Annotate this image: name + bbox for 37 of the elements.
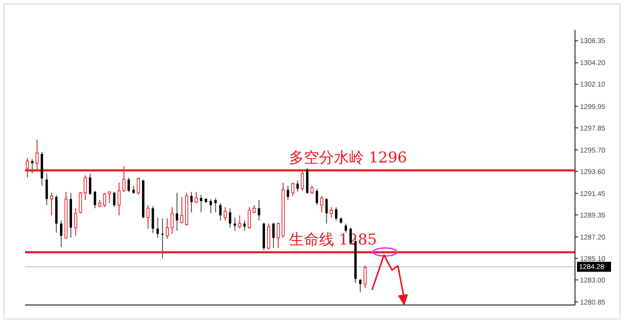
candlestick <box>194 191 198 204</box>
candlestick <box>300 170 304 192</box>
candlestick <box>122 166 126 192</box>
candlestick <box>334 206 338 222</box>
candlestick <box>214 197 217 213</box>
candlestick <box>219 202 222 222</box>
candlestick <box>88 172 92 196</box>
candlestick <box>46 172 48 206</box>
candlestick <box>306 168 308 194</box>
candlestick <box>156 216 159 238</box>
candlestick <box>136 176 140 196</box>
candlestick <box>108 191 112 204</box>
candlestick <box>267 223 270 250</box>
candlestick <box>296 180 299 192</box>
candlestick <box>50 192 54 216</box>
candlestick <box>117 182 121 216</box>
candlestick <box>344 223 348 234</box>
candlestick <box>200 194 202 213</box>
candlestick <box>74 208 78 236</box>
candlestick <box>224 206 227 222</box>
candlestick <box>234 216 236 232</box>
candlestick <box>146 204 150 230</box>
candlestick <box>152 206 154 234</box>
candlestick <box>26 158 29 178</box>
candlestick <box>35 139 39 171</box>
candlestick <box>210 198 212 214</box>
candlestick <box>320 195 324 213</box>
candlestick <box>291 182 294 196</box>
candlestick <box>316 188 318 206</box>
candlestick <box>113 191 116 208</box>
ref-line-label: 多空分水岭 1296 <box>289 148 407 166</box>
candlestick <box>364 265 367 289</box>
candlestick <box>238 214 242 230</box>
candlestick <box>359 278 362 293</box>
candlestick <box>60 220 62 248</box>
candlestick <box>128 176 130 192</box>
candlestick <box>31 158 34 174</box>
